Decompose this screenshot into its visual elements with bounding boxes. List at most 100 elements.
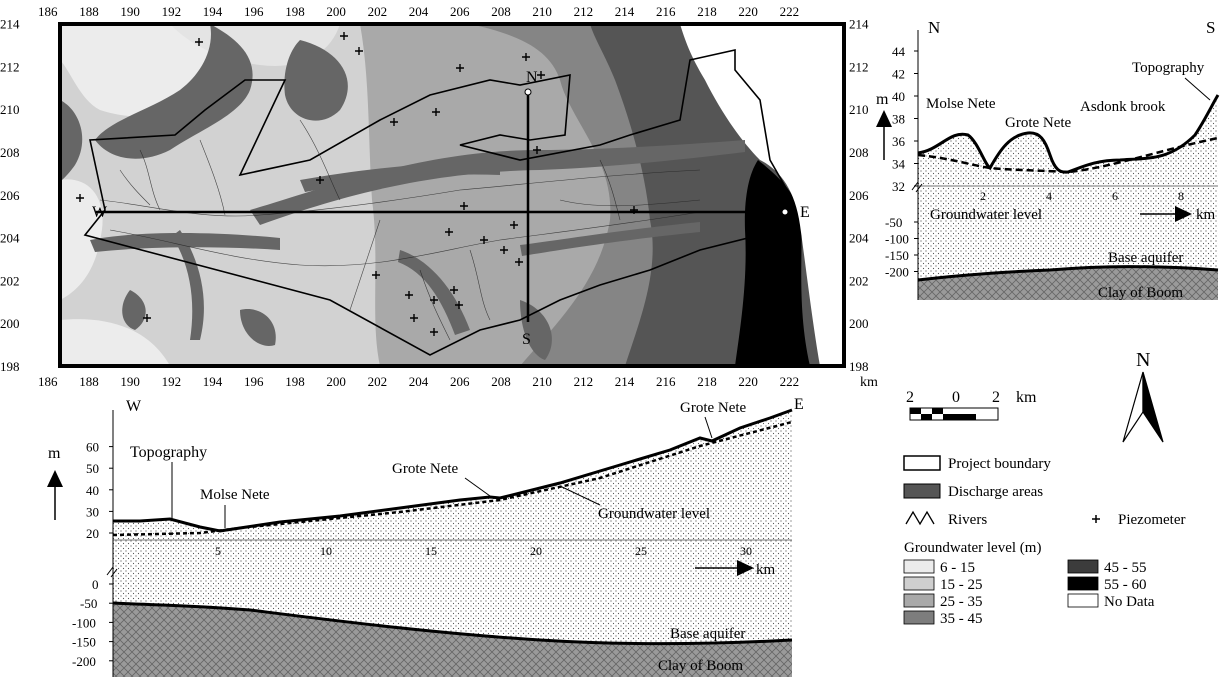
map-y-tick-left: 214 (0, 17, 20, 32)
rivers-icon (905, 510, 935, 526)
we-y-tick: -200 (72, 654, 96, 669)
map-y-tick-right: 200 (849, 316, 869, 331)
ns-x-tick: 4 (1046, 189, 1052, 203)
scale-label-right: 2 (992, 389, 1000, 406)
we-y-tick: -100 (72, 615, 96, 630)
map-x-tick-bottom: 216 (656, 374, 676, 389)
legend-class-label: No Data (1104, 594, 1155, 610)
we-km-label: km (756, 562, 776, 578)
map-x-tick-bottom: 212 (574, 374, 594, 389)
map-x-tick-top: 200 (326, 4, 346, 19)
ns-y-tick: -50 (885, 215, 902, 230)
map-x-tick-top: 186 (38, 4, 58, 19)
map-x-tick-top: 190 (120, 4, 139, 19)
piezometer-icon (1092, 515, 1100, 523)
map-x-tick-top: 208 (491, 4, 511, 19)
map-unit-label: km (860, 375, 878, 390)
ns-label-south: S (1206, 18, 1215, 37)
ns-y-tick: -100 (885, 232, 909, 247)
we-molse-nete-label: Molse Nete (200, 487, 270, 503)
ns-molse-nete-label: Molse Nete (926, 96, 996, 112)
legend-swatch (1067, 559, 1099, 574)
ns-x-tick: 6 (1112, 189, 1118, 203)
map-x-tick-top: 194 (203, 4, 223, 19)
legend-piezometer: Piezometer (1118, 512, 1185, 528)
map-x-tick-top: 188 (79, 4, 99, 19)
ns-y-tick: 32 (892, 179, 905, 194)
map-y-tick-right: 206 (849, 188, 869, 203)
ns-y-tick: 36 (892, 134, 906, 149)
map-y-tick-left: 206 (0, 188, 20, 203)
ns-groundwater-label: Groundwater level (930, 207, 1042, 223)
legend-swatch (1067, 576, 1099, 591)
map-x-tick-bottom: 202 (368, 374, 388, 389)
we-y-tick: -150 (72, 635, 96, 650)
map-x-tick-bottom: 218 (697, 374, 717, 389)
ns-y-tick: -200 (885, 265, 909, 280)
legend-rivers: Rivers (948, 512, 987, 528)
ns-clay-of-boom-label: Clay of Boom (1098, 285, 1183, 301)
we-base-aquifer-label: Base aquifer (670, 626, 745, 642)
ns-y-tick: 40 (892, 89, 905, 104)
map-x-tick-top: 222 (780, 4, 800, 19)
legend-class-label: 25 - 35 (940, 594, 983, 610)
scale-label-left: 2 (906, 389, 914, 406)
we-x-tick: 5 (215, 544, 221, 558)
ns-y-tick: 42 (892, 67, 905, 82)
legend-class-label: 15 - 25 (940, 577, 983, 593)
ns-y-tick: 34 (892, 157, 906, 172)
we-y-tick: 40 (86, 483, 99, 498)
map-y-tick-left: 212 (0, 59, 20, 74)
map-y-tick-left: 208 (0, 145, 20, 160)
map-y-tick-left: 202 (0, 273, 20, 288)
scale-unit: km (1016, 389, 1037, 406)
map-x-tick-top: 214 (615, 4, 635, 19)
ns-right-arrow-icon (1175, 206, 1192, 222)
legend-class-label: 6 - 15 (940, 560, 975, 576)
we-y-tick: 50 (86, 461, 99, 476)
map-x-tick-top: 218 (697, 4, 717, 19)
legend-class-label: 55 - 60 (1104, 577, 1147, 593)
piezometer-markers (76, 32, 638, 336)
ns-label-north: N (928, 18, 940, 37)
map-x-tick-bottom: 204 (409, 374, 429, 389)
map-x-tick-bottom: 192 (162, 374, 182, 389)
map-y-tick-left: 198 (0, 359, 20, 374)
we-label-east: E (794, 396, 804, 413)
map-y-tick-right: 198 (849, 359, 869, 374)
we-x-tick: 25 (635, 544, 647, 558)
ns-up-arrow-icon (876, 110, 892, 127)
north-arrow-label: N (1136, 349, 1150, 371)
map-x-tick-top: 204 (409, 4, 429, 19)
ns-grote-nete-label: Grote Nete (1005, 115, 1072, 131)
legend-swatch (903, 559, 935, 574)
legend-project-boundary: Project boundary (948, 456, 1051, 472)
map-x-tick-top: 198 (285, 4, 305, 19)
map-x-tick-bottom: 188 (79, 374, 99, 389)
map-x-tick-top: 196 (244, 4, 264, 19)
legend-swatch (903, 593, 935, 608)
we-axis-ticks: 20 30 40 50 60 0 -50 -100 -150 -200 5 10 15 20 25 30 (72, 440, 752, 669)
legend-class-label: 45 - 55 (1104, 560, 1147, 576)
we-grote-nete-label-1: Grote Nete (392, 461, 459, 477)
legend: Project boundary Discharge areas Rivers … (903, 455, 1185, 627)
map-x-tick-top: 220 (738, 4, 758, 19)
we-groundwater-label: Groundwater level (598, 506, 710, 522)
we-y-tick: 20 (86, 526, 99, 541)
map-x-tick-top: 210 (532, 4, 552, 19)
map-x-tick-top: 216 (656, 4, 676, 19)
we-y-tick: -50 (80, 596, 97, 611)
map-y-tick-right: 208 (849, 145, 869, 160)
we-y-tick: 30 (86, 504, 99, 519)
legend-swatch (903, 610, 935, 625)
scale-bar: 2 0 2 km (906, 389, 1037, 421)
map-y-tick-left: 200 (0, 316, 20, 331)
map-x-tick-bottom: 220 (738, 374, 758, 389)
ns-y-tick: 38 (892, 112, 905, 127)
map-x-tick-top: 206 (450, 4, 470, 19)
we-label-west: W (126, 398, 142, 415)
map-x-tick-bottom: 198 (285, 374, 305, 389)
